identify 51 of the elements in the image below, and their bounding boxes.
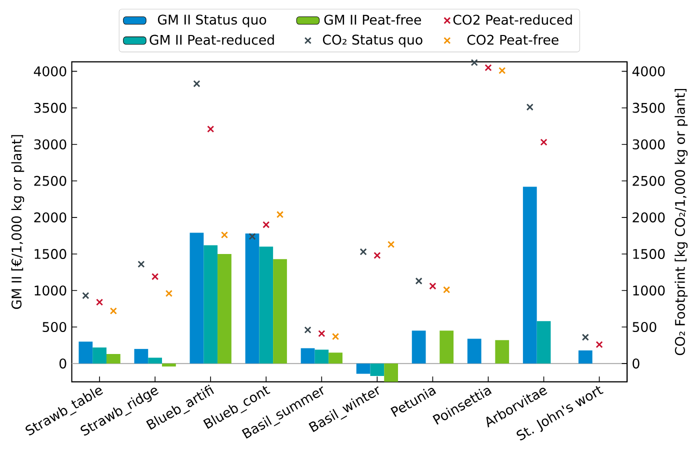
y2-tick-label: 2000 xyxy=(632,212,665,223)
bar xyxy=(522,186,537,364)
bar xyxy=(356,364,370,374)
bar xyxy=(495,340,510,364)
y2-tick-label: 2500 xyxy=(632,176,665,186)
bar xyxy=(259,246,274,364)
bar xyxy=(384,364,398,382)
y2-tick-label: 3000 xyxy=(632,140,665,150)
bar xyxy=(370,364,384,376)
bar xyxy=(204,245,218,364)
y-tick-label: 1500 xyxy=(34,249,66,260)
y-tick-label: 0 xyxy=(60,358,66,369)
bar xyxy=(328,352,342,364)
y-tick-label: 3500 xyxy=(34,103,66,114)
bar xyxy=(162,364,176,367)
legend-label: CO₂ Status quo xyxy=(322,34,422,48)
bar xyxy=(273,259,287,364)
y-tick-label: 1000 xyxy=(34,286,66,296)
bar xyxy=(134,349,148,364)
y2-axis-title: CO₂ Footprint [kg CO₂/1,000 kg or plant] xyxy=(674,89,688,356)
bar xyxy=(440,330,454,364)
legend-label: CO2 Peat-free xyxy=(467,34,558,46)
bar xyxy=(78,342,93,364)
y-tick-label: 3000 xyxy=(34,140,66,150)
y2-tick-label: 1500 xyxy=(633,249,665,260)
legend-label: GM II Status quo xyxy=(158,14,266,28)
bar xyxy=(92,348,106,364)
bar xyxy=(190,232,204,364)
y-tick-label: 2500 xyxy=(34,176,66,186)
bar xyxy=(314,350,329,364)
y-tick-label: 4000 xyxy=(34,66,66,77)
bar xyxy=(300,348,315,364)
y2-tick-label: 3500 xyxy=(632,103,665,114)
bar xyxy=(245,234,260,364)
y2-tick-label: 0 xyxy=(632,358,640,369)
y2-tick-label: 500 xyxy=(632,322,656,332)
y-tick-label: 500 xyxy=(42,322,66,332)
y-axis-title: GM II [€/1,000 kg or plant] xyxy=(11,135,24,310)
legend-label: GM II Peat-reduced xyxy=(150,34,274,46)
y2-tick-label: 4000 xyxy=(632,66,665,77)
bar xyxy=(578,350,592,364)
bar xyxy=(412,330,426,364)
y2-tick-label: 1000 xyxy=(633,286,665,296)
bar xyxy=(218,254,232,364)
bar xyxy=(467,338,482,364)
bar xyxy=(148,358,162,364)
legend-label: CO2 Peat-reduced xyxy=(453,14,572,25)
bar xyxy=(106,354,120,364)
y-tick-label: 2000 xyxy=(34,212,66,223)
legend-label: GM II Peat-free xyxy=(324,14,422,25)
bar xyxy=(536,321,551,364)
